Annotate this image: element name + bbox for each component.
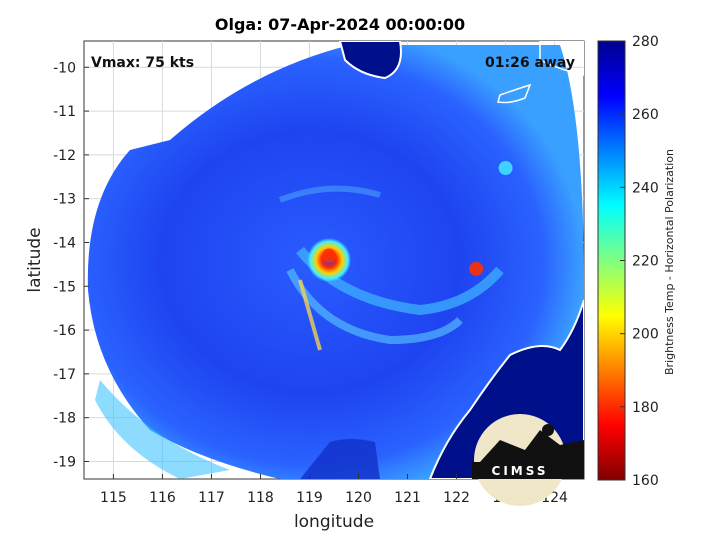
y-tick-label: -16 — [53, 323, 76, 339]
colorbar-tick-label: 160 — [632, 473, 659, 489]
x-tick-label: 121 — [394, 490, 421, 506]
x-tick-label: 115 — [100, 490, 127, 506]
y-tick-label: -11 — [53, 104, 76, 120]
logo-tower-top — [542, 424, 554, 436]
coast-north — [338, 41, 402, 80]
hot-spot — [498, 161, 513, 176]
y-tick-label: -14 — [53, 235, 76, 251]
y-tick-label: -15 — [53, 279, 76, 295]
x-tick-label: 118 — [247, 490, 274, 506]
rainband-3 — [278, 185, 381, 203]
colorbar-tick-label: 200 — [632, 327, 659, 343]
y-tick-label: -18 — [53, 411, 76, 427]
y-ticks: -10 -11 -12 -13 -14 -15 -16 -17 -18 -19 — [53, 60, 89, 470]
x-tick-label: 119 — [296, 490, 323, 506]
logo-text: CIMSS — [492, 464, 549, 478]
y-tick-label: -13 — [53, 192, 76, 208]
colorbar-tick-label: 220 — [632, 254, 659, 270]
x-tick-label: 117 — [198, 490, 225, 506]
cimss-logo: CIMSS — [472, 414, 584, 506]
y-tick-label: -10 — [53, 60, 76, 76]
rainband-2 — [286, 268, 463, 345]
swath-edge-tint — [95, 380, 230, 479]
y-axis-label: latitude — [25, 227, 45, 292]
logo-bar — [472, 462, 584, 479]
colorbar-tick-label: 180 — [632, 400, 659, 416]
x-tick-label: 122 — [443, 490, 470, 506]
time-offset-annotation: 01:26 away — [485, 55, 575, 71]
y-tick-label: -12 — [53, 148, 76, 164]
logo-silhouette — [480, 430, 584, 462]
colorbar-ticks: 280 260 240 220 200 180 160 — [620, 34, 659, 489]
x-tick-label: 116 — [149, 490, 176, 506]
swath-gap-patch — [300, 439, 380, 479]
coast-island — [497, 83, 532, 104]
colorbar-tick-label: 280 — [632, 34, 659, 50]
x-tick-label: 120 — [345, 490, 372, 506]
y-tick-label: -19 — [53, 454, 76, 470]
y-tick-label: -17 — [53, 367, 76, 383]
hot-spot — [322, 248, 337, 263]
swath-seam — [298, 279, 322, 351]
colorbar-tick-label: 260 — [632, 107, 659, 123]
hot-spots — [307, 161, 513, 282]
x-axis-label: longitude — [294, 512, 374, 532]
coast-ne — [539, 41, 584, 76]
colorbar-tick-label: 240 — [632, 180, 659, 196]
hot-spot — [469, 261, 484, 276]
colorbar-label: Brightness Temp - Horizontal Polarizatio… — [663, 149, 676, 375]
colorbar: 280 260 240 220 200 180 160 Brightness Temp - … — [597, 34, 676, 489]
chart-title: Olga: 07-Apr-2024 00:00:00 — [215, 15, 465, 34]
plot-area: 115116117118119120121122123124 -10-11-12… — [53, 40, 585, 506]
vmax-annotation: Vmax: 75 kts — [91, 55, 194, 71]
